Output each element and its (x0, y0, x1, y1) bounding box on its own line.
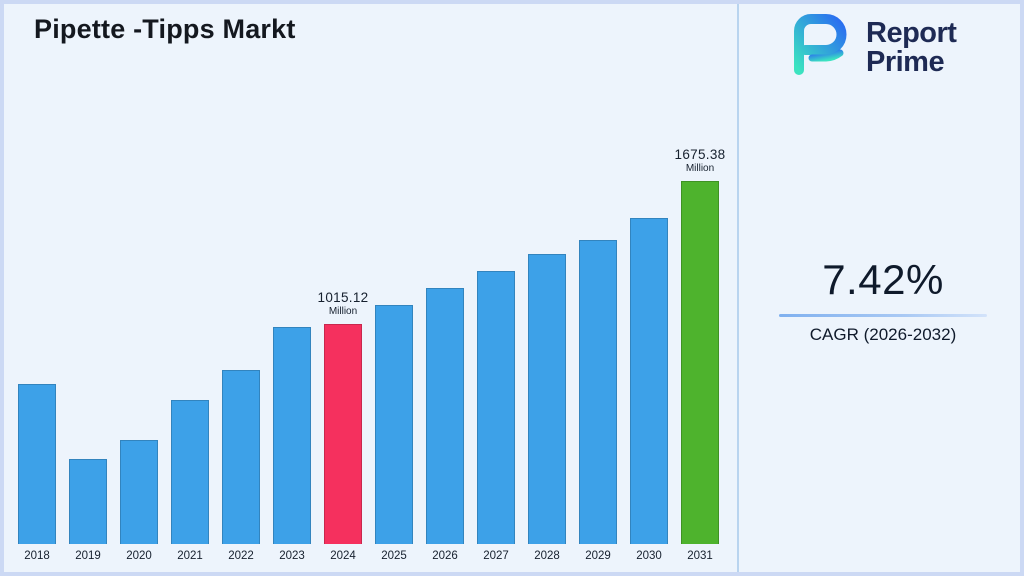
bar-group-2024: 1015.12 Million 2024 (318, 290, 369, 564)
vertical-divider (737, 4, 739, 572)
bar-2024 (324, 324, 362, 544)
x-axis-label-2031: 2031 (687, 550, 713, 562)
bar-group-2028: 2028 (528, 254, 566, 564)
bar-value-number-2024: 1015.12 (317, 290, 369, 305)
x-axis-label-2022: 2022 (228, 550, 254, 562)
bar-group-2031: 1675.38 Million 2031 (675, 147, 726, 564)
bar-2030 (630, 218, 668, 544)
bar-group-2025: 2025 (375, 305, 413, 564)
x-axis-label-2029: 2029 (585, 550, 611, 562)
logo-word-prime: Prime (866, 45, 945, 78)
bar-value-label-2031: 1675.38 Million (675, 147, 726, 174)
bar-group-2030: 2030 (630, 218, 668, 564)
cagr-underline (779, 314, 987, 317)
bar-2023 (273, 327, 311, 544)
logo-word-report: Report (866, 17, 957, 50)
bar-group-2027: 2027 (477, 271, 515, 564)
x-axis-label-2025: 2025 (381, 550, 407, 562)
bar-2031 (681, 181, 719, 544)
bar-2019 (69, 459, 107, 544)
bar-chart: 2018 2019 2020 2021 2022 2023 1015.12 Million 20… (18, 147, 726, 564)
bar-value-label-2024: 1015.12 Million (318, 290, 369, 317)
x-axis-label-2027: 2027 (483, 550, 509, 562)
x-axis-label-2028: 2028 (534, 550, 560, 562)
x-axis-label-2019: 2019 (75, 550, 101, 562)
bar-value-number-2031: 1675.38 (674, 147, 726, 162)
bar-group-2022: 2022 (222, 370, 260, 564)
bar-group-2019: 2019 (69, 459, 107, 564)
bar-2022 (222, 370, 260, 544)
bar-group-2021: 2021 (171, 400, 209, 564)
bar-2018 (18, 384, 56, 544)
report-prime-logo-icon (782, 14, 856, 81)
bar-group-2026: 2026 (426, 288, 464, 564)
cagr-value: 7.42% (822, 256, 944, 303)
bar-group-2029: 2029 (579, 240, 617, 564)
bar-2029 (579, 240, 617, 544)
bar-value-unit-2024: Million (328, 306, 358, 317)
bar-value-unit-2031: Million (685, 163, 715, 174)
cagr-block: 7.42% CAGR (2026-2032) (749, 256, 1017, 345)
bar-group-2018: 2018 (18, 384, 56, 564)
x-axis-label-2024: 2024 (330, 550, 356, 562)
bar-2021 (171, 400, 209, 544)
bar-2026 (426, 288, 464, 544)
cagr-label: CAGR (2026-2032) (809, 325, 957, 344)
x-axis-label-2030: 2030 (636, 550, 662, 562)
bar-2025 (375, 305, 413, 544)
page-title: Pipette -Tipps Markt (34, 14, 296, 44)
x-axis-label-2021: 2021 (177, 550, 203, 562)
x-axis-label-2018: 2018 (24, 550, 50, 562)
x-axis-label-2023: 2023 (279, 550, 305, 562)
x-axis-label-2020: 2020 (126, 550, 152, 562)
x-axis-label-2026: 2026 (432, 550, 458, 562)
logo-wordmark: Report Prime (866, 17, 957, 78)
bar-row: 2018 2019 2020 2021 2022 2023 1015.12 Million 20… (18, 147, 726, 564)
bar-2028 (528, 254, 566, 544)
bar-group-2020: 2020 (120, 440, 158, 564)
bar-2020 (120, 440, 158, 544)
bar-2027 (477, 271, 515, 544)
bar-group-2023: 2023 (273, 327, 311, 564)
report-prime-logo: Report Prime (782, 14, 957, 81)
